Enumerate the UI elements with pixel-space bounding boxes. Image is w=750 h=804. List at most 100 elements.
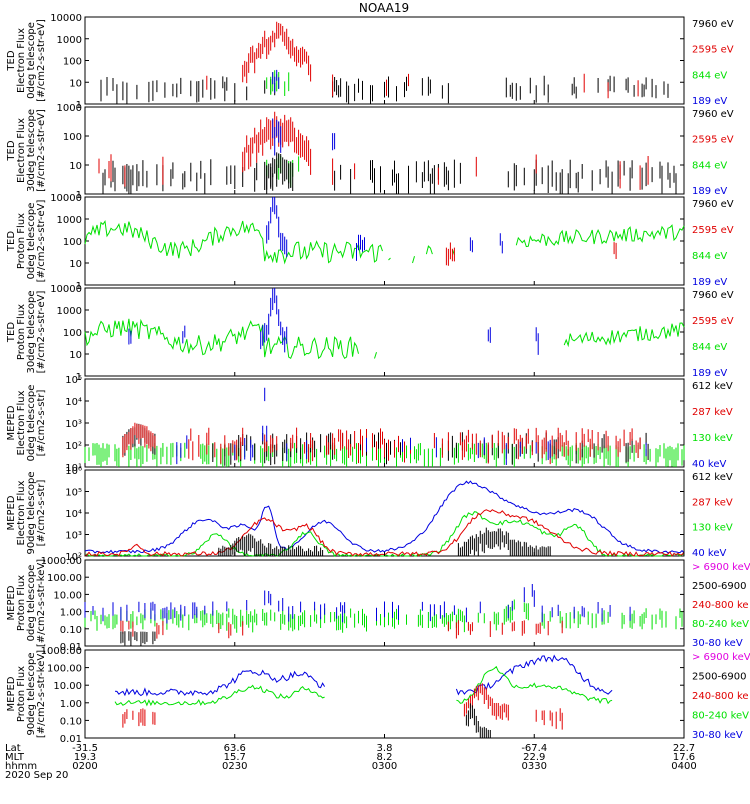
- y-tick-label: 1000: [57, 215, 82, 226]
- legend-entry: 287 keV: [692, 407, 733, 418]
- series-blue: [176, 387, 647, 465]
- legend-entry: 7960 eV: [692, 19, 734, 30]
- series-green: [114, 665, 613, 707]
- y-tick-label: 10.00: [53, 681, 82, 692]
- series-blue: [84, 480, 685, 555]
- legend-entry: > 6900 keV: [692, 652, 750, 663]
- legend-entry: 40 keV: [692, 548, 726, 559]
- y-axis-label: TED: [6, 50, 17, 71]
- panel-frame: [84, 649, 685, 739]
- y-tick-label: 100: [63, 328, 82, 339]
- x-tick-label-lat: -67.4: [521, 743, 547, 754]
- y-axis-label: Proton Flux: [16, 575, 27, 631]
- y-axis-label: 30deg telescope: [26, 109, 37, 192]
- y-axis-label: Electron Flux: [16, 118, 27, 183]
- y-tick-label: 10: [69, 259, 82, 270]
- y-tick-label: 10²: [65, 552, 82, 563]
- series-black: [122, 423, 649, 466]
- x-row-label: MLT: [5, 752, 25, 763]
- y-axis-label: [#/cm2-s-str-keV]: [36, 650, 47, 738]
- panel-5: 10⁵ 10⁴ 10³ 10² 10¹ MEPED Electron Flux 0deg te…: [6, 375, 733, 474]
- y-axis-label: [#/cm2-s-str-eV]: [36, 200, 47, 283]
- series-red: [445, 242, 617, 266]
- panel-1: 10000 1000 100 10 1 TED Electron Flux 0deg tele…: [6, 13, 734, 111]
- y-axis-label: 0deg telescope: [26, 22, 37, 99]
- y-tick-label: 10⁴: [65, 397, 82, 408]
- y-tick-label: 1: [76, 372, 82, 383]
- legend-entry: > 6900 keV: [692, 562, 750, 573]
- series-blue: [114, 654, 613, 697]
- x-row-label: Lat: [5, 743, 21, 754]
- y-axis-label: [#/cm2-s-str-eV]: [36, 19, 47, 102]
- y-axis-label: [#/cm2-s-str-eV]: [36, 291, 47, 374]
- series-black: [465, 703, 491, 738]
- y-tick-label: 10³: [65, 419, 82, 430]
- legend-entry: 30-80 keV: [692, 730, 743, 741]
- y-axis-label: MEPED: [6, 585, 17, 620]
- y-tick-label: 1000: [57, 35, 82, 46]
- y-axis-label: [#/cm2-s-str]: [36, 479, 47, 546]
- y-tick-label: 1000: [57, 306, 82, 317]
- chart-title: NOAA19: [359, 1, 409, 15]
- x-tick-label-lat: 3.8: [377, 743, 393, 754]
- y-tick-label: 1.00: [60, 699, 82, 710]
- series-black: [100, 75, 669, 104]
- panel-frame: [84, 469, 685, 557]
- x-tick-label-lat: -31.5: [72, 743, 98, 754]
- y-axis-label: 0deg telescope: [26, 565, 37, 642]
- series-black: [102, 159, 677, 194]
- panel-6: 10⁶ 10⁵ 10⁴ 10³ 10² MEPED Electron Flux 90deg t…: [6, 466, 733, 563]
- series-green: [266, 70, 290, 96]
- x-tick-label-hhmm: 0230: [222, 761, 247, 772]
- legend-entry: 130 keV: [692, 523, 733, 534]
- legend-entry: 2595 eV: [692, 316, 734, 327]
- y-tick-label: 10000: [50, 284, 82, 295]
- legend-entry: 189 eV: [692, 368, 727, 379]
- legend-entry: 189 eV: [692, 186, 727, 197]
- x-tick-label-mlt: 22.9: [523, 752, 545, 763]
- legend-entry: 80-240 keV: [692, 619, 749, 630]
- y-axis-label: Electron Flux: [16, 480, 27, 545]
- x-tick-label-hhmm: 0400: [671, 761, 696, 772]
- x-row-label: hhmm: [5, 761, 37, 772]
- series-blue: [272, 118, 336, 156]
- y-tick-label: 10⁵: [65, 375, 82, 386]
- panel-8: 1000.00 100.00 10.00 1.00 0.10 0.01 MEPED Proto…: [6, 646, 750, 745]
- y-axis-label: TED: [6, 140, 17, 161]
- y-axis-label: MEPED: [6, 405, 17, 440]
- y-tick-label: 0.01: [60, 642, 82, 653]
- legend-entry: 30-80 keV: [692, 638, 743, 649]
- y-axis-label: 0deg telescope: [26, 385, 37, 462]
- legend-entry: 40 keV: [692, 459, 726, 470]
- y-axis-label: TED: [6, 322, 17, 343]
- legend-entry: 844 eV: [692, 160, 727, 171]
- y-tick-label: 100: [63, 237, 82, 248]
- legend-entry: 844 eV: [692, 251, 727, 262]
- y-tick-label: 1000.00: [41, 556, 82, 567]
- y-axis-label: Electron Flux: [16, 28, 27, 93]
- x-tick-label-mlt: 19.3: [74, 752, 96, 763]
- x-tick-label-mlt: 8.2: [377, 752, 393, 763]
- legend-entry: 2595 eV: [692, 45, 734, 56]
- y-tick-label: 10⁵: [65, 488, 82, 499]
- x-tick-label-hhmm: 0330: [522, 761, 547, 772]
- y-tick-label: 1: [76, 190, 82, 201]
- y-tick-label: 100.00: [47, 573, 82, 584]
- legend-entry: 80-240 keV: [692, 711, 749, 722]
- y-tick-label: 0.10: [60, 625, 82, 636]
- y-tick-label: 1.00: [60, 608, 82, 619]
- y-tick-label: 10: [69, 78, 82, 89]
- x-tick-label-lat: 63.6: [224, 743, 246, 754]
- series-red: [122, 683, 563, 730]
- y-tick-label: 10³: [65, 531, 82, 542]
- y-axis-label: Proton Flux: [16, 213, 27, 269]
- panel-3: 10000 1000 100 10 1 TED Proton Flux 0deg telesc…: [6, 193, 734, 292]
- series-blue: [272, 69, 280, 93]
- series-blue: [266, 197, 503, 261]
- x-tick-label-mlt: 15.7: [224, 752, 246, 763]
- y-tick-label: 0.10: [60, 716, 82, 727]
- y-axis-label: MEPED: [6, 676, 17, 711]
- y-axis-label: Electron Flux: [16, 390, 27, 455]
- legend-entry: 2500-6900: [692, 581, 747, 592]
